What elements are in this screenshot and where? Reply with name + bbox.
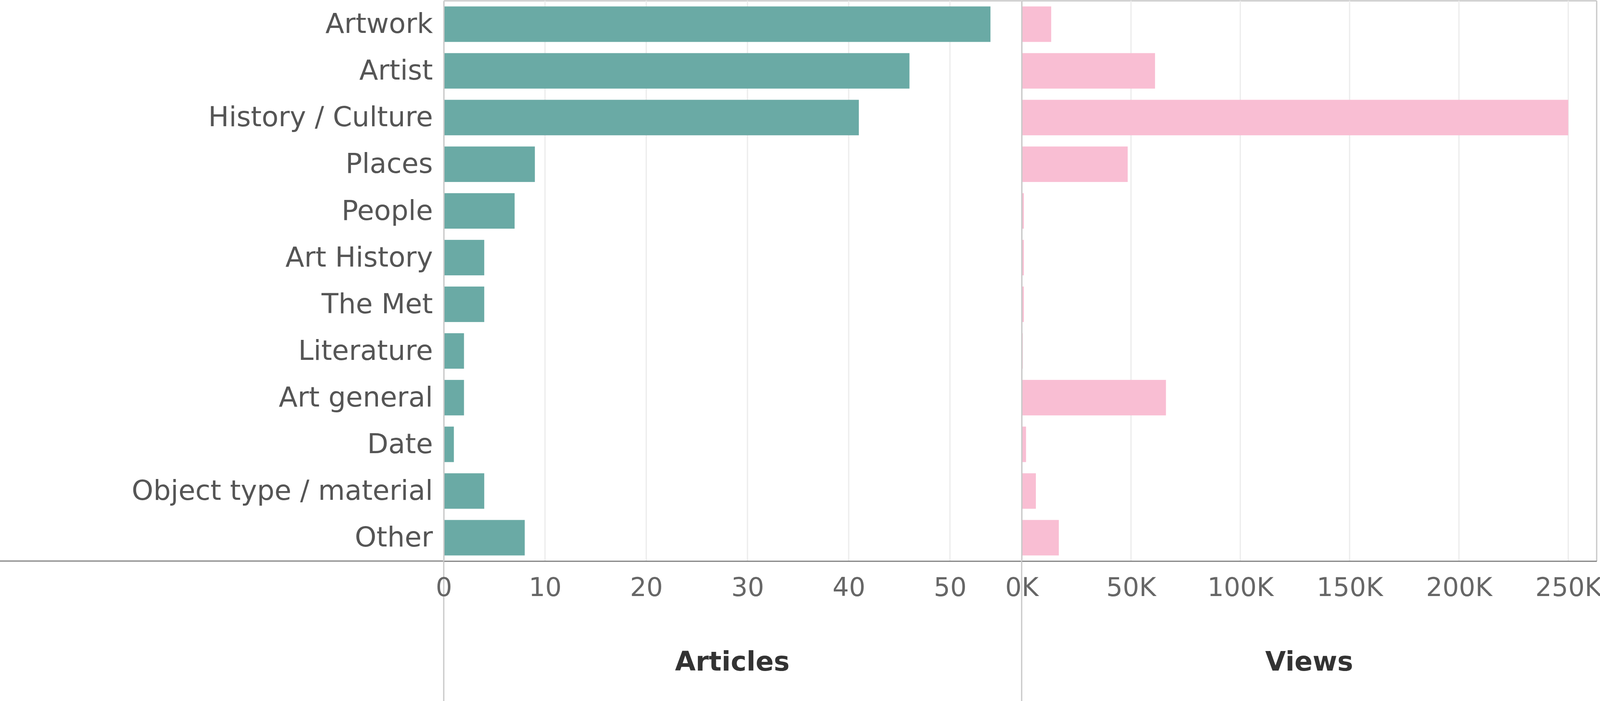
bar [443,520,525,556]
axis-title: Articles [675,646,790,678]
bar [443,380,465,416]
category-label: Other [355,521,434,554]
bar [443,6,991,42]
category-label: People [341,194,433,227]
grid-line [949,0,951,562]
chart: 0 10 20 30 40 50 Artwork Artist History / Cultur… [0,0,1600,701]
grid [1021,0,1569,562]
bar [443,240,485,276]
tick: 40 [832,561,866,603]
tick-label: 30 [731,572,765,603]
bar [1021,6,1052,42]
category-label: Art general [278,381,433,414]
tick-label: 50K [1106,572,1157,603]
tick: 10 [528,561,562,603]
axis-line [444,560,1022,563]
tick: Art History [285,241,444,274]
grid-line [1239,0,1241,562]
category-label: Artist [359,54,433,87]
tick: Other [355,521,444,554]
bar [443,333,465,369]
x-axis: 0 10 20 30 40 50 [435,561,1022,603]
category-label: Date [367,427,433,460]
grid-line [1458,0,1460,562]
tick: 50 [933,561,967,603]
frame-right [1596,0,1598,562]
axis-line [1021,1,1023,562]
tick: 20 [630,561,663,603]
bar [1021,520,1059,556]
tick: 0 [435,561,453,603]
axis-title: Views [1265,646,1354,678]
bar [1021,473,1036,509]
tick-label: 50 [933,572,967,603]
tick: Literature [298,334,444,367]
tick-label: 40 [832,572,866,603]
tick: Artwork [325,7,444,40]
bars [443,6,991,556]
tick-label: 0K [1005,572,1039,603]
bar [443,193,515,229]
frame-bottom [0,560,444,563]
tick: 200K [1425,561,1493,603]
category-label: Literature [298,334,433,367]
category-label: Object type / material [131,474,433,507]
grid-line [1021,0,1023,562]
tick: History / Culture [208,100,444,133]
bar [443,53,910,89]
tick-label: 150K [1316,572,1384,603]
tick-label: 0 [435,572,453,603]
category-label: Artwork [325,7,434,40]
category-label: Art History [285,241,433,274]
bar [1021,146,1128,183]
tick: 30 [731,561,765,603]
tick: 100K [1207,561,1275,603]
category-label: History / Culture [208,100,433,133]
tick: Artist [359,54,444,87]
bar [443,146,535,183]
tick: The Met [321,287,444,320]
bar [443,100,859,136]
tick: Art general [278,381,444,414]
axis-line [1022,560,1598,563]
frame-top [443,0,1597,2]
tick: 50K [1106,561,1157,603]
bar [443,426,454,463]
tick: 0K [1005,561,1039,603]
category-label: The Met [321,287,433,320]
x-axis: 0K 50K 100K 150K 200K 250K [1005,561,1600,603]
tick: Date [367,427,444,460]
bar [1021,380,1166,416]
grid [443,0,950,562]
tick-label: 200K [1425,572,1493,603]
frame [0,0,1597,701]
tick: People [341,194,444,227]
grid-line [443,0,445,562]
grid-line [1567,0,1569,562]
grid-line [1349,0,1351,562]
y-axis: Artwork Artist History / Culture Places Peop… [131,1,445,562]
panel: 0 10 20 30 40 50 Artwork Artist History / Cultur… [131,0,1022,678]
tick: 250K [1535,561,1600,603]
tick-label: 20 [630,572,663,603]
tick-label: 10 [528,572,562,603]
tick-label: 250K [1535,572,1600,603]
bar [1021,53,1155,89]
bar [443,286,485,323]
axis-line [443,1,445,562]
bar [1021,100,1569,136]
tick: Object type / material [131,474,444,507]
tick-label: 100K [1207,572,1275,603]
category-label: Places [345,147,433,180]
panel: 0K 50K 100K 150K 200K 250K Views [1005,0,1600,678]
tick: Places [345,147,444,180]
y-axis [1021,1,1023,562]
bars [1021,6,1569,556]
bar [443,473,485,509]
tick: 150K [1316,561,1384,603]
